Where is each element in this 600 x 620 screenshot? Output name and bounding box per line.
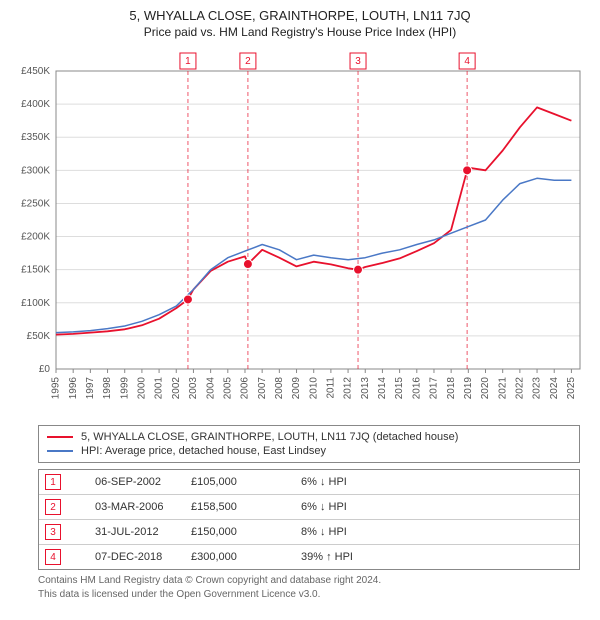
svg-text:2018: 2018 xyxy=(446,377,457,400)
event-price: £300,000 xyxy=(191,551,291,563)
legend-swatch xyxy=(47,450,73,452)
svg-text:2011: 2011 xyxy=(326,377,337,399)
legend-label: HPI: Average price, detached house, East… xyxy=(81,445,326,457)
svg-text:2017: 2017 xyxy=(429,377,440,400)
event-price: £150,000 xyxy=(191,526,291,538)
svg-text:£250K: £250K xyxy=(21,198,50,209)
table-row: 1 06-SEP-2002 £105,000 6% ↓ HPI xyxy=(39,470,579,494)
subtitle: Price paid vs. HM Land Registry's House … xyxy=(10,25,590,39)
svg-text:1996: 1996 xyxy=(68,377,79,400)
event-hpi-diff: 6% ↓ HPI xyxy=(301,501,401,513)
svg-text:£300K: £300K xyxy=(21,165,50,176)
event-hpi-diff: 6% ↓ HPI xyxy=(301,476,401,488)
svg-text:1997: 1997 xyxy=(85,377,96,400)
svg-text:2001: 2001 xyxy=(154,377,165,400)
event-marker-badge: 1 xyxy=(45,474,61,490)
svg-text:2022: 2022 xyxy=(515,377,526,400)
svg-text:2003: 2003 xyxy=(188,377,199,400)
svg-text:2007: 2007 xyxy=(257,377,268,400)
footer-attribution: Contains HM Land Registry data © Crown c… xyxy=(38,574,580,601)
legend-swatch xyxy=(47,436,73,438)
event-date: 06-SEP-2002 xyxy=(71,476,181,488)
legend-row: HPI: Average price, detached house, East… xyxy=(47,444,571,458)
svg-text:£200K: £200K xyxy=(21,232,50,243)
svg-text:2016: 2016 xyxy=(411,377,422,400)
svg-text:2021: 2021 xyxy=(497,377,508,400)
svg-text:3: 3 xyxy=(355,56,361,67)
svg-text:£0: £0 xyxy=(39,364,51,375)
legend: 5, WHYALLA CLOSE, GRAINTHORPE, LOUTH, LN… xyxy=(38,425,580,463)
svg-text:1995: 1995 xyxy=(51,377,62,400)
table-row: 3 31-JUL-2012 £150,000 8% ↓ HPI xyxy=(39,519,579,544)
price-events-table: 1 06-SEP-2002 £105,000 6% ↓ HPI 2 03-MAR-2006… xyxy=(38,469,580,570)
svg-text:2014: 2014 xyxy=(377,377,388,400)
svg-text:2023: 2023 xyxy=(532,377,543,400)
address-title: 5, WHYALLA CLOSE, GRAINTHORPE, LOUTH, LN… xyxy=(10,8,590,23)
event-price: £158,500 xyxy=(191,501,291,513)
svg-text:2024: 2024 xyxy=(549,377,560,400)
footer-line: Contains HM Land Registry data © Crown c… xyxy=(38,574,580,588)
svg-text:2009: 2009 xyxy=(291,377,302,400)
event-date: 31-JUL-2012 xyxy=(71,526,181,538)
svg-text:2010: 2010 xyxy=(308,377,319,400)
event-marker-badge: 3 xyxy=(45,524,61,540)
event-hpi-diff: 8% ↓ HPI xyxy=(301,526,401,538)
svg-text:2005: 2005 xyxy=(222,377,233,400)
legend-row: 5, WHYALLA CLOSE, GRAINTHORPE, LOUTH, LN… xyxy=(47,430,571,444)
svg-text:2015: 2015 xyxy=(394,377,405,400)
svg-text:£450K: £450K xyxy=(21,66,50,77)
svg-text:2002: 2002 xyxy=(171,377,182,400)
event-date: 07-DEC-2018 xyxy=(71,551,181,563)
svg-text:4: 4 xyxy=(464,56,470,67)
svg-text:2013: 2013 xyxy=(360,377,371,400)
svg-text:2019: 2019 xyxy=(463,377,474,400)
svg-text:2012: 2012 xyxy=(343,377,354,400)
svg-text:1999: 1999 xyxy=(119,377,130,400)
svg-text:2008: 2008 xyxy=(274,377,285,400)
svg-text:2006: 2006 xyxy=(240,377,251,400)
svg-text:2020: 2020 xyxy=(480,377,491,400)
svg-text:£150K: £150K xyxy=(21,265,50,276)
svg-text:2004: 2004 xyxy=(205,377,216,400)
event-marker-badge: 2 xyxy=(45,499,61,515)
svg-text:2000: 2000 xyxy=(137,377,148,400)
table-row: 2 03-MAR-2006 £158,500 6% ↓ HPI xyxy=(39,494,579,519)
event-hpi-diff: 39% ↑ HPI xyxy=(301,551,401,563)
svg-text:£50K: £50K xyxy=(27,331,51,342)
legend-label: 5, WHYALLA CLOSE, GRAINTHORPE, LOUTH, LN… xyxy=(81,431,458,443)
table-row: 4 07-DEC-2018 £300,000 39% ↑ HPI xyxy=(39,544,579,569)
footer-line: This data is licensed under the Open Gov… xyxy=(38,588,580,602)
svg-text:1: 1 xyxy=(185,56,191,67)
svg-text:£100K: £100K xyxy=(21,298,50,309)
event-price: £105,000 xyxy=(191,476,291,488)
chart-svg: £0 £50K £100K £150K £200K £250K £300K £350K £400… xyxy=(10,47,590,417)
svg-text:1998: 1998 xyxy=(102,377,113,400)
price-chart: £0 £50K £100K £150K £200K £250K £300K £350K £400… xyxy=(10,47,590,417)
svg-text:£400K: £400K xyxy=(21,99,50,110)
svg-text:2025: 2025 xyxy=(566,377,577,400)
event-date: 03-MAR-2006 xyxy=(71,501,181,513)
svg-text:2: 2 xyxy=(245,56,251,67)
svg-text:£350K: £350K xyxy=(21,132,50,143)
event-marker-badge: 4 xyxy=(45,549,61,565)
